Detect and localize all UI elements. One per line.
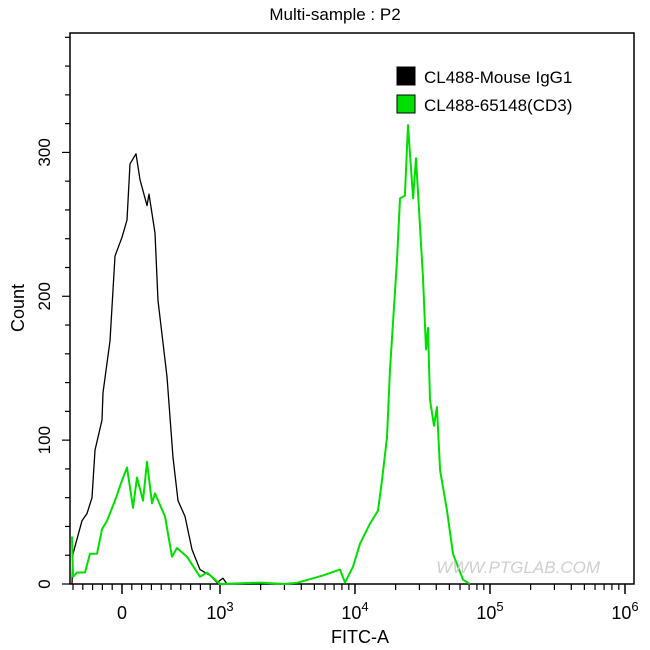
watermark: WWW.PTGLAB.COM [436,558,601,577]
chart-title: Multi-sample : P2 [269,5,400,24]
series-line-cd3 [71,124,471,585]
legend-label-isotype: CL488-Mouse IgG1 [424,68,572,87]
legend-swatch-cd3 [396,94,416,114]
x-tick-label: 103 [206,599,233,623]
series-line-isotype [71,153,228,585]
legend: CL488-Mouse IgG1 CL488-65148(CD3) [396,66,572,115]
y-tick-label: 300 [35,138,54,166]
x-tick-label: 106 [611,599,638,623]
plot-frame [69,32,635,585]
y-tick-label: 200 [35,282,54,310]
y-tick-label: 0 [35,579,54,588]
x-tick-label: 0 [117,603,127,623]
x-tick-label: 105 [476,599,503,623]
y-axis-label: Count [8,284,28,332]
legend-label-cd3: CL488-65148(CD3) [424,96,572,115]
y-tick-label: 100 [35,426,54,454]
x-tick-label: 104 [341,599,368,623]
legend-swatch-isotype [396,66,416,86]
x-axis-label: FITC-A [331,627,389,647]
